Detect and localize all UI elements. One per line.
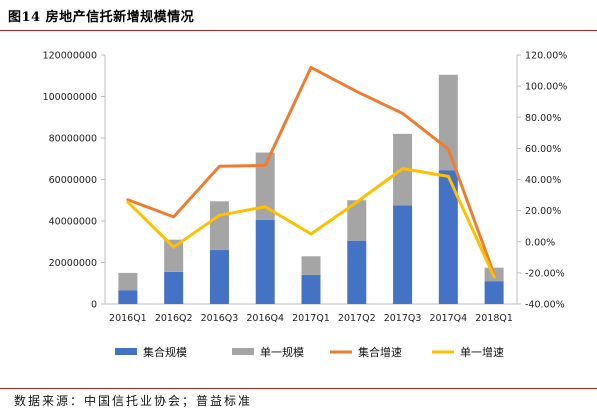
x-tick-label: 2016Q1 [109, 313, 147, 324]
x-tick-label: 2016Q2 [155, 313, 193, 324]
legend-item-2: 单一规模 [232, 345, 304, 359]
left-tick-label: 120000000 [43, 51, 97, 62]
bar-single-2017Q1 [301, 256, 321, 275]
legend-swatch [232, 348, 254, 355]
bar-collective-2017Q1 [301, 274, 321, 304]
right-tick-label: 40.00% [525, 175, 561, 186]
line-single-growth [126, 167, 496, 279]
source-rule [0, 388, 597, 389]
chart-bars [118, 74, 504, 304]
bar-collective-2016Q1 [118, 290, 138, 304]
source-note: 数据来源：中国信托业协会；普益标准 [14, 394, 253, 408]
x-tick-label: 2017Q4 [429, 313, 467, 324]
right-tick-label: 20.00% [525, 206, 561, 217]
bar-collective-2018Q1 [484, 281, 504, 304]
line-collective-growth [126, 65, 496, 276]
right-tick-label: -40.00% [525, 300, 565, 311]
bar-single-2016Q1 [118, 272, 138, 291]
x-tick-label: 2016Q3 [201, 313, 239, 324]
bar-single-2017Q2 [347, 200, 367, 241]
bar-single-2017Q4 [438, 74, 458, 171]
legend-label: 单一增速 [460, 345, 504, 359]
figure-title: 图14 房地产信托新增规模情况 [8, 10, 195, 25]
chart-legend: 集合规模 单一规模 集合增速 单一增速 [115, 345, 504, 359]
right-tick-label: 100.00% [525, 82, 567, 93]
bar-collective-2016Q3 [209, 250, 229, 304]
left-tick-label: 80000000 [49, 134, 97, 145]
bar-single-2016Q3 [209, 201, 229, 251]
bar-collective-2016Q2 [164, 271, 184, 304]
legend-label: 集合增速 [358, 345, 402, 359]
right-tick-label: 0.00% [525, 237, 555, 248]
x-tick-label: 2017Q3 [384, 313, 422, 324]
left-tick-label: 20000000 [49, 258, 97, 269]
bar-single-2016Q2 [164, 239, 184, 272]
chart: 0 20000000 40000000 60000000 80000000 1000000… [43, 51, 568, 360]
x-tick-label: 2017Q1 [292, 313, 330, 324]
left-tick-label: 40000000 [49, 217, 97, 228]
left-tick-label: 60000000 [49, 175, 97, 186]
legend-label: 集合规模 [143, 345, 187, 359]
x-tick-label: 2017Q2 [338, 313, 376, 324]
legend-item-1: 集合规模 [115, 345, 187, 359]
bar-collective-2017Q2 [347, 240, 367, 304]
bar-single-2016Q4 [255, 152, 275, 220]
legend-swatch [115, 348, 137, 355]
left-tick-label: 100000000 [43, 92, 97, 103]
chart-lines [126, 65, 496, 279]
right-tick-label: 80.00% [525, 113, 561, 124]
bar-collective-2017Q4 [438, 170, 458, 304]
chart-axes: 0 20000000 40000000 60000000 80000000 1000000… [43, 51, 568, 325]
x-tick-label: 2016Q4 [246, 313, 284, 324]
x-tick-label: 2018Q1 [475, 313, 513, 324]
bar-collective-2016Q4 [255, 219, 275, 304]
legend-label: 单一规模 [260, 345, 304, 359]
bar-collective-2017Q3 [393, 205, 413, 304]
right-tick-label: 60.00% [525, 144, 561, 155]
left-tick-label: 0 [91, 300, 97, 311]
right-tick-label: -20.00% [525, 268, 565, 279]
legend-item-4: 单一增速 [432, 345, 504, 359]
title-rule [0, 30, 597, 31]
legend-item-3: 集合增速 [330, 345, 402, 359]
right-tick-label: 120.00% [525, 51, 567, 62]
